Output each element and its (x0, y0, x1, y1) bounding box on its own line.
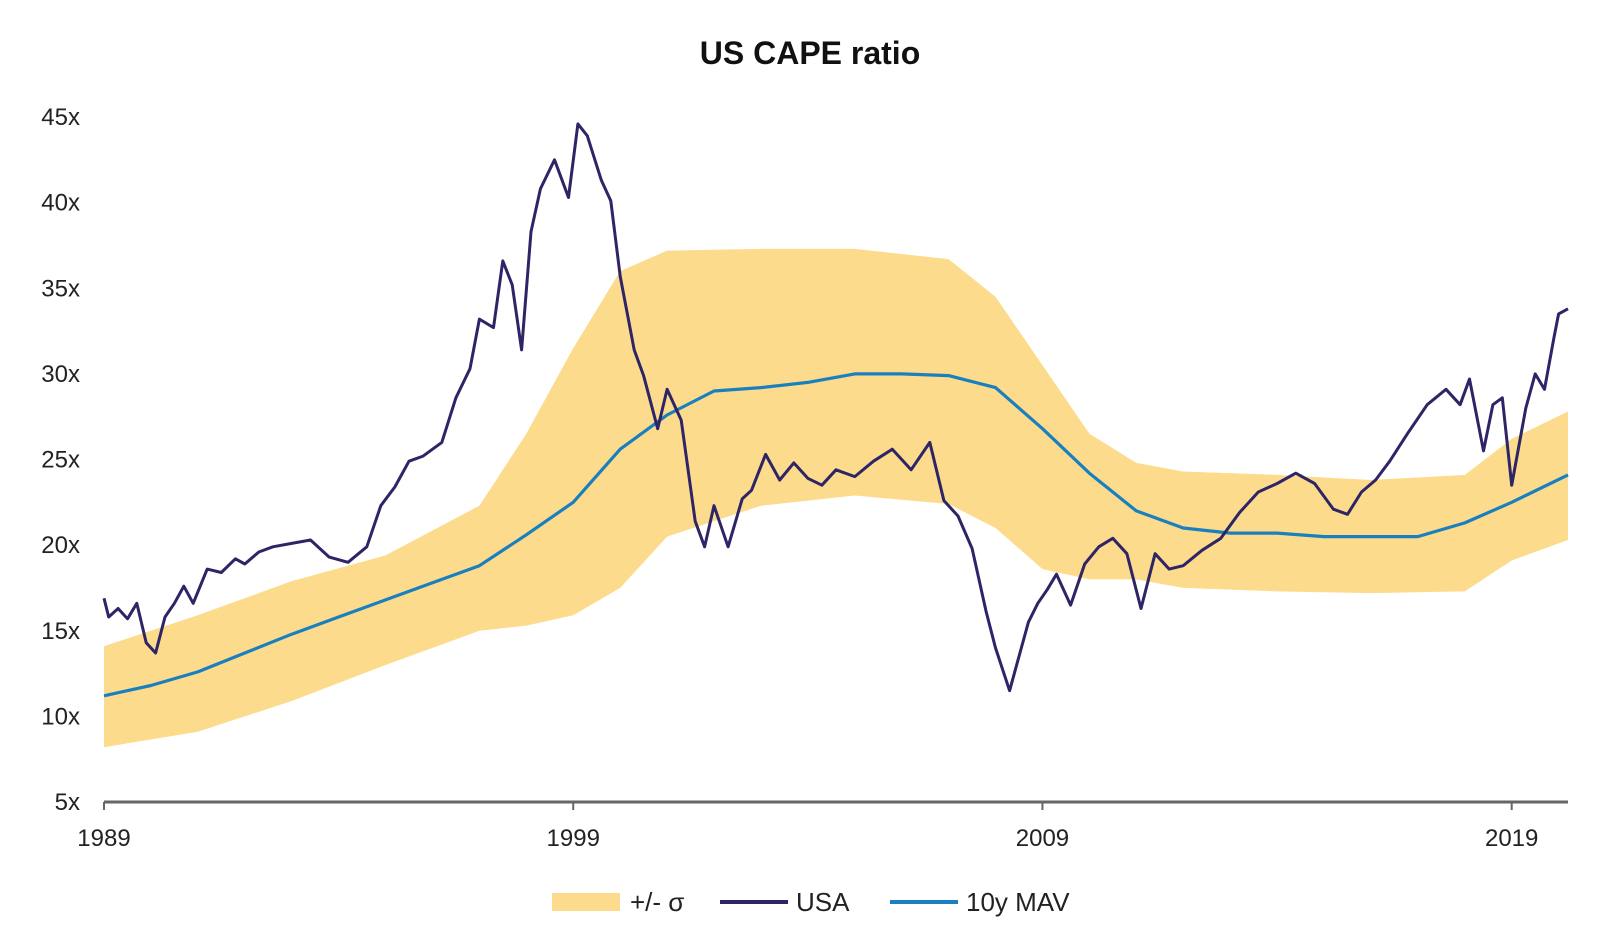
legend-band-label: +/- σ (630, 887, 684, 917)
legend-mav-label: 10y MAV (966, 887, 1070, 917)
y-tick-label: 25x (41, 447, 80, 474)
mav-series-line (103, 372, 1569, 698)
chart-title: US CAPE ratio (700, 35, 920, 71)
usa-series-line (102, 122, 1569, 693)
x-axis-ticks: 1989 1999 2009 2019 (77, 802, 1538, 852)
x-tick-label: 2019 (1485, 825, 1538, 852)
y-tick-label: 15x (41, 618, 80, 645)
y-tick-label: 10x (41, 703, 80, 730)
sigma-band-area (104, 248, 1568, 748)
y-tick-label: 45x (41, 104, 80, 131)
x-tick-label: 1989 (77, 825, 130, 852)
y-tick-label: 20x (41, 532, 80, 559)
x-tick-label: 2009 (1016, 825, 1069, 852)
x-tick-label: 1999 (547, 825, 600, 852)
y-tick-label: 5x (55, 789, 80, 816)
y-tick-label: 35x (41, 275, 80, 302)
y-axis-ticks: 5x 10x 15x 20x 25x 30x 35x 40x 45x (41, 104, 80, 816)
legend-band-swatch (552, 893, 620, 911)
plot-area (102, 122, 1569, 804)
y-tick-label: 40x (41, 190, 80, 217)
legend-usa-label: USA (796, 887, 850, 917)
y-tick-label: 30x (41, 361, 80, 388)
legend: +/- σ USA 10y MAV (552, 887, 1070, 917)
